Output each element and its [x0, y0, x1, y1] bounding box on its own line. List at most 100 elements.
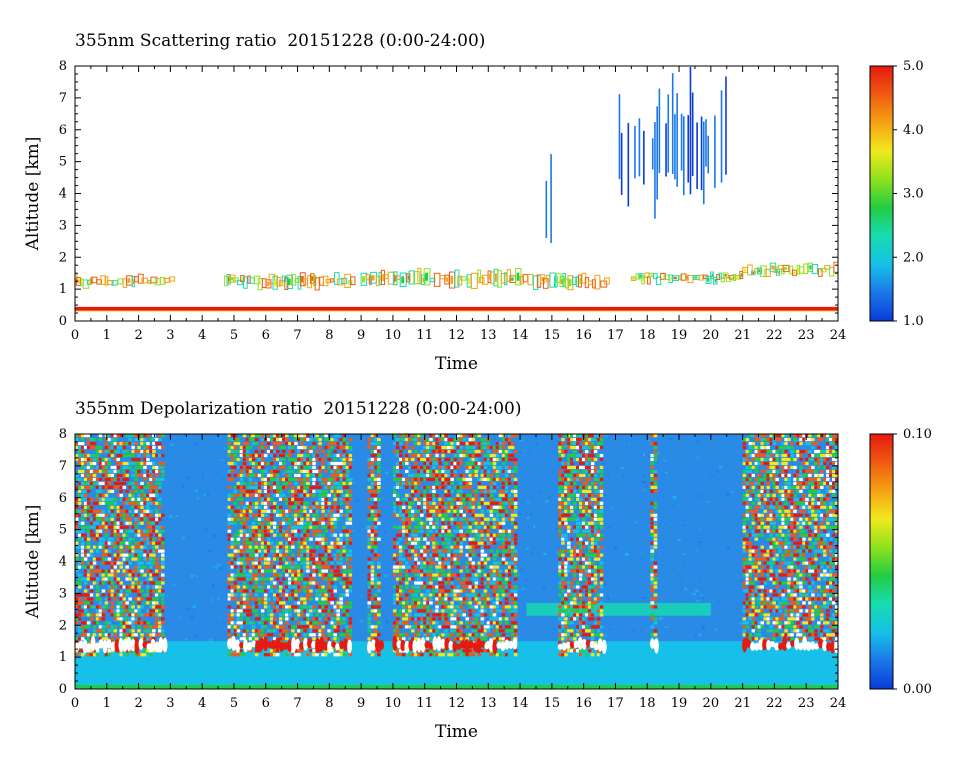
depol-cell	[330, 565, 334, 569]
depol-cell	[288, 505, 292, 509]
noise-speckle	[642, 597, 647, 600]
depol-cell	[345, 553, 350, 557]
depol-cell	[336, 649, 340, 653]
depol-cell	[348, 601, 353, 605]
depol-cell	[152, 434, 156, 438]
depol-cell	[288, 541, 292, 545]
depol-cell	[239, 557, 244, 561]
depol-cell	[423, 621, 427, 625]
depol-cell	[395, 561, 400, 565]
noise-speckle	[96, 480, 99, 483]
depol-cell	[339, 565, 344, 569]
depol-cell	[288, 509, 292, 513]
noise-speckle	[111, 621, 116, 624]
depol-cell	[119, 633, 123, 637]
depol-cell	[101, 473, 106, 478]
depol-cell	[429, 649, 433, 653]
cloud-contour	[655, 276, 662, 285]
depol-cell	[245, 549, 250, 553]
depol-cell	[257, 577, 262, 581]
depol-cell	[420, 609, 424, 613]
depol-cell	[236, 605, 241, 609]
depol-cell	[113, 513, 118, 517]
depol-cell	[321, 605, 325, 609]
depol-cell	[272, 569, 277, 573]
depol-cell	[75, 434, 79, 438]
depol-cell	[266, 509, 271, 513]
depol-cell	[266, 585, 271, 589]
depol-cell	[392, 541, 397, 545]
depol-cell	[306, 633, 310, 637]
depol-cell	[327, 549, 331, 553]
depol-cell	[143, 637, 147, 641]
depol-cell	[348, 489, 353, 493]
depol-cell	[348, 581, 353, 585]
depol-cell	[113, 569, 118, 573]
depol-cell	[398, 465, 403, 470]
depol-cell	[423, 453, 427, 458]
depol-cell	[260, 453, 265, 458]
depol-cell	[236, 449, 241, 454]
depol-cell	[330, 485, 334, 489]
x-tick-label: 23	[798, 328, 815, 343]
depol-cell	[89, 577, 94, 581]
depol-cell	[432, 533, 436, 537]
depol-cell	[426, 473, 430, 478]
depol-cell	[89, 509, 94, 513]
depol-cell	[405, 501, 409, 505]
depol-base-blob	[90, 635, 96, 652]
depol-cell	[98, 497, 103, 501]
depol-cell	[426, 513, 430, 517]
depol-cell	[131, 473, 135, 478]
depol-cell	[263, 557, 268, 561]
noise-speckle	[827, 463, 829, 466]
depol-cell	[101, 449, 106, 454]
depol-cell	[239, 601, 244, 605]
depol-cell	[137, 601, 141, 605]
depol-cell	[161, 601, 165, 605]
depol-cell	[414, 589, 418, 593]
cloud-contour	[747, 264, 753, 276]
depol-cell	[260, 541, 265, 545]
depol-cell	[143, 533, 147, 537]
depol-cell	[113, 533, 118, 537]
depol-cell	[86, 637, 91, 641]
noise-speckle	[365, 526, 369, 529]
depol-cell	[336, 617, 340, 621]
depol-cell	[420, 593, 424, 597]
depol-cell	[303, 605, 307, 609]
depol-cell	[285, 593, 289, 597]
depol-cell	[348, 461, 353, 466]
noise-speckle	[469, 532, 472, 534]
depol-cell	[321, 481, 325, 485]
depol-cell	[392, 489, 397, 493]
depol-cell	[257, 434, 262, 438]
depol-cell	[417, 465, 421, 470]
depol-cell	[309, 465, 313, 470]
depol-cell	[125, 653, 129, 657]
depol-cell	[367, 457, 372, 462]
depol-cell	[161, 541, 165, 545]
depol-cell	[370, 609, 375, 613]
depol-cell	[257, 597, 262, 601]
depol-cell	[339, 509, 344, 513]
depol-cell	[110, 581, 115, 585]
depol-cell	[248, 545, 253, 549]
depol-cell	[254, 637, 259, 641]
depol-cell	[254, 557, 259, 561]
depol-cell	[101, 461, 106, 466]
depol-cell	[435, 493, 439, 497]
depol-cell	[272, 469, 277, 474]
depol-cell	[230, 593, 235, 597]
depol-cell	[324, 553, 328, 557]
cloud-contour	[759, 265, 767, 278]
depol-cell	[432, 545, 436, 549]
depol-cell	[83, 434, 88, 438]
depol-cell	[420, 453, 424, 458]
depol-cell	[294, 537, 298, 541]
depol-cell	[318, 621, 322, 625]
depol-cell	[110, 517, 115, 521]
depol-cell	[77, 469, 82, 474]
depol-cell	[80, 437, 85, 442]
depol-cell	[423, 565, 427, 569]
